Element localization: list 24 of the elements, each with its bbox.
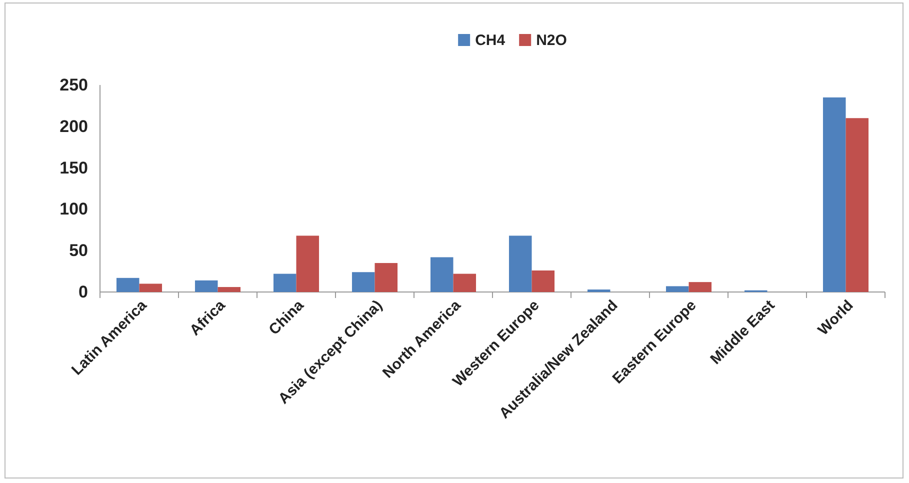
bar [453, 274, 476, 292]
bar [430, 257, 454, 292]
bar [508, 236, 532, 292]
bar [666, 286, 689, 292]
bar [822, 97, 846, 292]
bar [116, 278, 140, 292]
bar [352, 272, 375, 292]
bar [218, 287, 241, 292]
bar [688, 282, 712, 292]
bar [194, 280, 218, 292]
y-tick-label: 200 [60, 116, 88, 136]
bar [532, 270, 555, 292]
bar [846, 118, 869, 292]
y-tick-label: 0 [78, 282, 88, 302]
bar [273, 274, 296, 292]
legend-label: CH4 [475, 32, 506, 49]
legend-label: N2O [536, 32, 568, 49]
y-tick-label: 100 [60, 200, 88, 219]
y-tick-label: 150 [60, 158, 88, 178]
bar [374, 263, 398, 292]
bar [139, 284, 162, 292]
bar [296, 236, 320, 292]
y-tick-label: 50 [69, 241, 88, 260]
y-tick-label: 250 [60, 75, 88, 94]
